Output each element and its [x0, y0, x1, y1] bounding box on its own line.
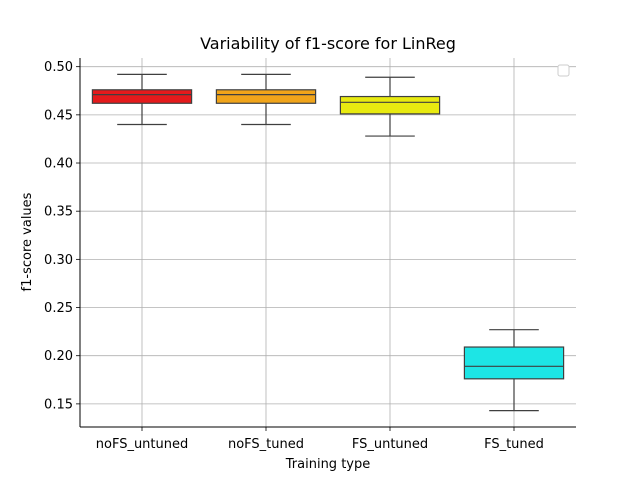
axes [76, 58, 576, 431]
y-axis-label: f1-score values [20, 192, 35, 291]
y-tick-label: 0.35 [44, 205, 73, 220]
iqr-box [339, 95, 441, 115]
x-tick-label: FS_tuned [484, 437, 544, 452]
chart-title: Variability of f1-score for LinReg [200, 34, 456, 53]
y-tick-label: 0.40 [44, 157, 73, 172]
iqr-box [463, 346, 565, 380]
box-noFS_untuned [91, 73, 193, 126]
boxes-layer [91, 73, 565, 412]
box-FS_tuned [463, 329, 565, 412]
y-tick-label: 0.20 [44, 349, 73, 364]
legend-box [557, 64, 570, 77]
x-tick-label: FS_untuned [352, 437, 428, 452]
box-noFS_tuned [215, 73, 317, 126]
x-axis-label: Training type [285, 457, 370, 472]
y-tick-label: 0.25 [44, 301, 73, 316]
iqr-box [91, 89, 193, 104]
iqr-box [215, 89, 317, 104]
y-tick-label: 0.50 [44, 60, 73, 75]
y-tick-label: 0.15 [44, 397, 73, 412]
y-tick-label: 0.30 [44, 253, 73, 268]
box-FS_untuned [339, 76, 441, 137]
x-tick-label: noFS_untuned [96, 437, 189, 452]
y-tick-label: 0.45 [44, 108, 73, 123]
x-tick-label: noFS_tuned [228, 437, 304, 452]
tick-labels: 0.15 0.20 0.25 0.30 0.35 0.40 0.45 0.50 noFS_unt… [44, 60, 544, 452]
